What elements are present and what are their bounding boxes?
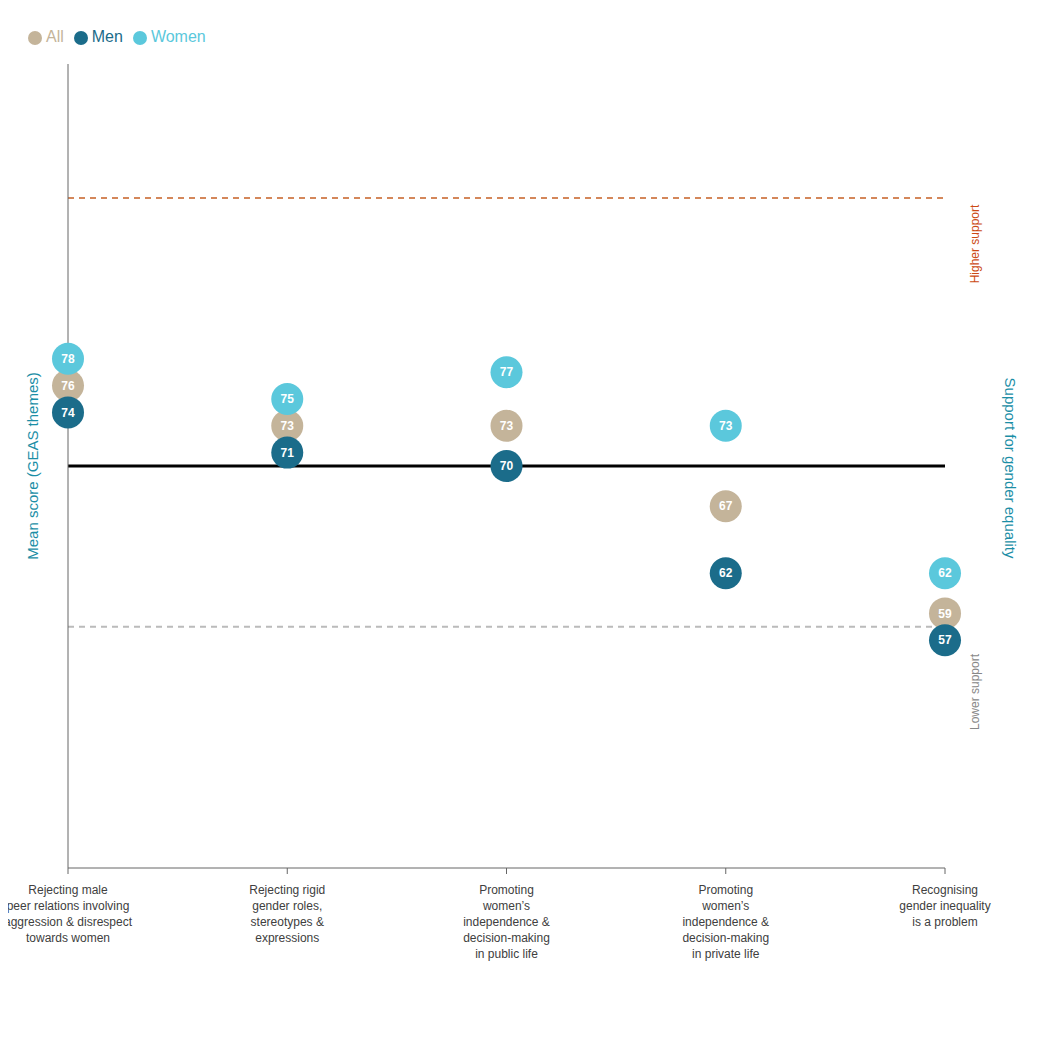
svg-text:76: 76: [61, 379, 75, 393]
svg-text:62: 62: [719, 566, 733, 580]
svg-text:Mean score (GEAS themes): Mean score (GEAS themes): [24, 372, 41, 560]
svg-text:Higher support: Higher support: [968, 204, 982, 283]
svg-text:74: 74: [61, 406, 75, 420]
html-text:All: All: [46, 28, 64, 45]
html-text:Women: Women: [150, 28, 206, 45]
svg-text:59: 59: [938, 607, 952, 621]
svg-text:70: 70: [500, 459, 514, 473]
svg-text:62: 62: [938, 566, 952, 580]
html-text:Men: Men: [91, 28, 123, 45]
svg-text:57: 57: [938, 633, 952, 647]
svg-text:Lower support: Lower support: [968, 653, 982, 730]
svg-text:73: 73: [281, 419, 295, 433]
svg-text:77: 77: [500, 365, 514, 379]
svg-text:Support for gender equality: Support for gender equality: [1002, 378, 1019, 559]
svg-text:Recognisinggender inequalityis: Recognisinggender inequalityis a problem: [899, 883, 990, 929]
svg-text:78: 78: [61, 352, 75, 366]
svg-text:Promotingwomen’sindependence &: Promotingwomen’sindependence &decision-m…: [682, 883, 769, 961]
svg-text:73: 73: [500, 419, 514, 433]
svg-text:73: 73: [719, 419, 733, 433]
svg-text:71: 71: [281, 446, 295, 460]
svg-text:Promotingwomen’sindependence &: Promotingwomen’sindependence &decision-m…: [463, 883, 550, 961]
svg-text:Rejecting malepeer relations i: Rejecting malepeer relations involvingag…: [8, 883, 133, 945]
svg-text:67: 67: [719, 499, 733, 513]
svg-text:75: 75: [281, 392, 295, 406]
svg-text:Rejecting rigidgender roles,st: Rejecting rigidgender roles,stereotypes …: [249, 883, 325, 945]
